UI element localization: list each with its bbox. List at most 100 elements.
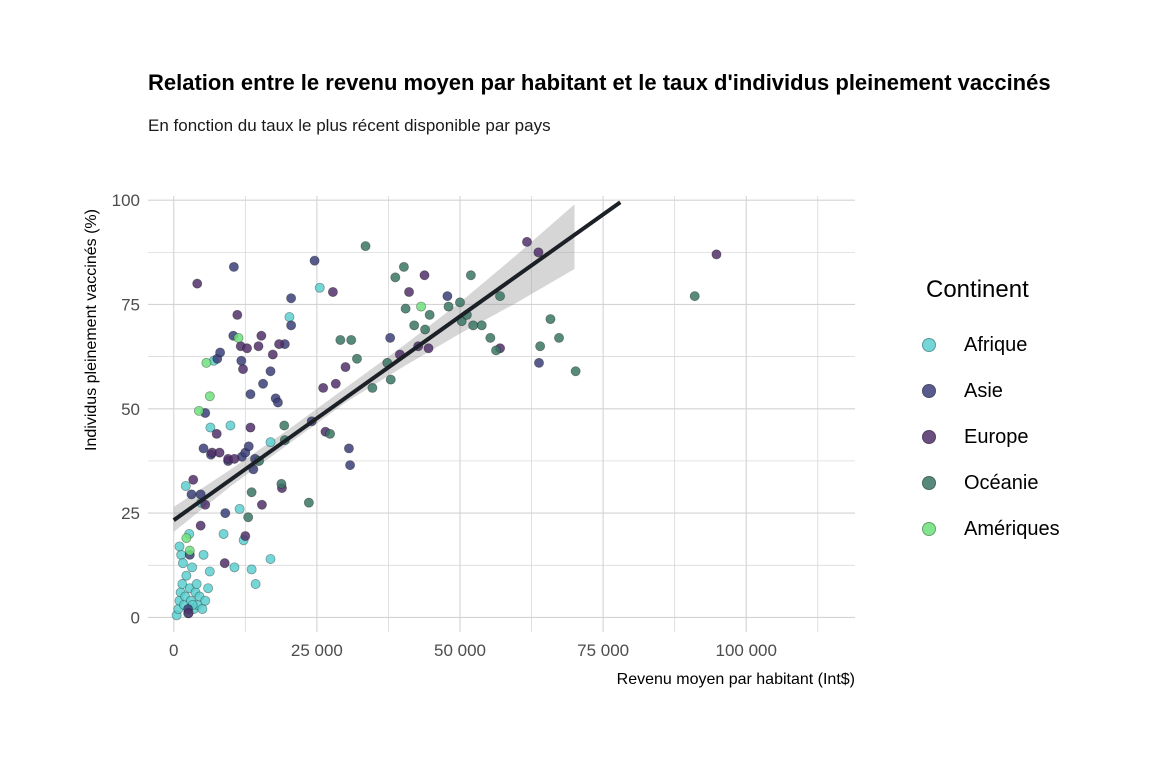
point-afrique	[204, 566, 215, 577]
legend: Continent Afrique Asie Europe Océanie Am…	[918, 276, 1060, 552]
point-asie	[309, 255, 320, 266]
point-oceanie	[485, 332, 496, 343]
point-europe	[183, 608, 194, 619]
point-europe	[242, 343, 253, 354]
point-oceanie	[454, 297, 465, 308]
trend-line	[172, 200, 622, 522]
point-asie	[258, 378, 269, 389]
point-europe	[419, 270, 430, 281]
point-europe	[330, 378, 341, 389]
point-europe	[232, 309, 243, 320]
y-axis-title: Individus pleinement vaccinés (%)	[83, 209, 100, 451]
point-oceanie	[535, 341, 546, 352]
point-afrique	[198, 549, 209, 560]
points-layer	[171, 236, 722, 621]
point-asie	[228, 261, 239, 272]
point-ameriques	[416, 301, 427, 312]
point-afrique	[246, 564, 257, 575]
grid-layer	[148, 196, 855, 632]
point-europe	[256, 499, 267, 510]
point-oceanie	[246, 487, 257, 498]
point-oceanie	[495, 291, 506, 302]
point-europe	[192, 278, 203, 289]
point-oceanie	[325, 428, 336, 439]
point-oceanie	[279, 420, 290, 431]
point-europe	[423, 343, 434, 354]
point-oceanie	[424, 309, 435, 320]
point-afrique	[205, 422, 216, 433]
point-europe	[327, 286, 338, 297]
point-afrique	[191, 579, 202, 590]
x-tick-label: 50 000	[434, 641, 486, 660]
point-oceanie	[465, 270, 476, 281]
point-ameriques	[201, 357, 212, 368]
point-ameriques	[193, 405, 204, 416]
point-oceanie	[360, 241, 371, 252]
point-ameriques	[233, 332, 244, 343]
point-afrique	[176, 549, 187, 560]
point-ameriques	[204, 391, 215, 402]
point-asie	[215, 347, 226, 358]
legend-item-ameriques: Amériques	[918, 506, 1060, 552]
confidence-band	[173, 204, 575, 532]
x-tick-label: 0	[169, 641, 178, 660]
point-afrique	[177, 579, 188, 590]
point-afrique	[229, 562, 240, 573]
point-asie	[186, 489, 197, 500]
legend-title: Continent	[926, 276, 1029, 303]
y-tick-label: 0	[131, 608, 140, 627]
point-europe	[521, 236, 532, 247]
point-oceanie	[367, 382, 378, 393]
point-europe	[195, 520, 206, 531]
x-axis-title: Revenu moyen par habitant (Int$)	[617, 671, 855, 688]
point-europe	[274, 339, 285, 350]
legend-label: Asie	[964, 379, 1003, 402]
point-asie	[198, 443, 209, 454]
point-europe	[238, 364, 249, 375]
point-asie	[343, 443, 354, 454]
point-asie	[220, 508, 231, 519]
point-oceanie	[476, 320, 487, 331]
point-afrique	[177, 558, 188, 569]
legend-label: Océanie	[964, 471, 1039, 494]
y-tick-label: 100	[112, 191, 140, 210]
point-afrique	[250, 579, 261, 590]
point-oceanie	[554, 332, 565, 343]
legend-label: Amériques	[964, 517, 1060, 540]
y-tick-label: 25	[121, 504, 140, 523]
point-afrique	[265, 553, 276, 564]
point-afrique	[181, 570, 192, 581]
point-asie	[286, 293, 297, 304]
point-ameriques	[184, 545, 195, 556]
point-oceanie	[243, 512, 254, 523]
point-afrique	[197, 604, 208, 615]
legend-item-asie: Asie	[918, 368, 1060, 414]
point-oceanie	[303, 497, 314, 508]
legend-item-afrique: Afrique	[918, 322, 1060, 368]
point-oceanie	[400, 303, 411, 314]
point-europe	[340, 362, 351, 373]
point-europe	[267, 349, 278, 360]
point-asie	[385, 332, 396, 343]
trend-line-layer	[172, 200, 622, 522]
point-oceanie	[346, 334, 357, 345]
point-oceanie	[276, 478, 287, 489]
point-oceanie	[443, 301, 454, 312]
point-europe	[211, 428, 222, 439]
y-tick-label: 75	[121, 295, 140, 314]
point-asie	[245, 389, 256, 400]
point-afrique	[174, 541, 185, 552]
point-europe	[253, 341, 264, 352]
point-oceanie	[398, 261, 409, 272]
point-afrique	[187, 562, 198, 573]
point-afrique	[265, 437, 276, 448]
legend-item-oceanie: Océanie	[918, 460, 1060, 506]
point-oceanie	[491, 345, 502, 356]
point-europe	[404, 286, 415, 297]
point-oceanie	[335, 334, 346, 345]
point-oceanie	[545, 314, 556, 325]
legend-key-asie	[922, 384, 936, 398]
point-oceanie	[689, 291, 700, 302]
point-oceanie	[390, 272, 401, 283]
